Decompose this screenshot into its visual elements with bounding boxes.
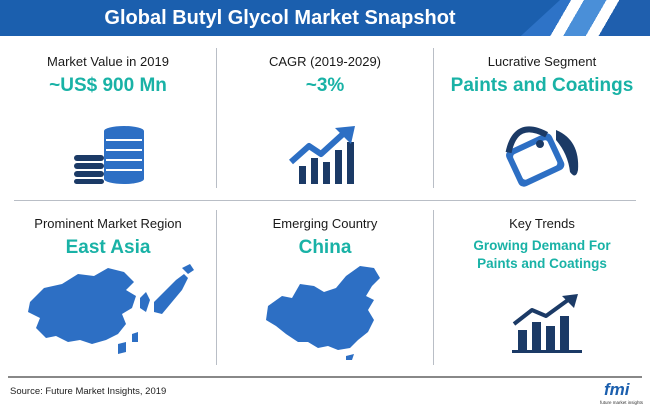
- card-value: ~US$ 900 Mn: [49, 75, 167, 96]
- divider: [216, 48, 217, 188]
- footer-divider: [8, 376, 642, 378]
- logo-tagline: future market insights: [600, 400, 644, 405]
- page-title: Global Butyl Glycol Market Snapshot: [104, 7, 456, 29]
- china-map-icon: [266, 266, 380, 360]
- card-value: ~3%: [305, 75, 345, 96]
- source-note: Source: Future Market Insights, 2019: [10, 386, 167, 397]
- logo-text: fmi: [604, 380, 630, 399]
- card-market-value: Market Value in 2019 ~US$ 900 Mn: [0, 44, 216, 194]
- growth-bar-chart-icon: [289, 126, 355, 184]
- fmi-logo: fmi future market insights: [598, 380, 644, 407]
- divider: [216, 210, 217, 365]
- divider: [433, 210, 434, 365]
- paint-bucket-icon: [505, 126, 579, 187]
- card-value: East Asia: [65, 237, 151, 258]
- coins-stack-icon: [74, 126, 144, 184]
- card-value: China: [298, 237, 352, 258]
- card-label: Market Value in 2019: [47, 54, 169, 69]
- card-label: Emerging Country: [272, 216, 378, 231]
- card-value-line: Growing Demand For: [473, 238, 611, 253]
- card-key-trends: Key Trends Growing Demand For Paints and…: [434, 206, 650, 366]
- card-label: CAGR (2019-2029): [269, 54, 381, 69]
- card-cagr: CAGR (2019-2029) ~3%: [217, 44, 433, 194]
- east-asia-map-icon: [28, 264, 194, 354]
- divider: [433, 48, 434, 188]
- card-prominent-region: Prominent Market Region East Asia: [0, 206, 216, 366]
- divider: [14, 200, 636, 201]
- trend-bar-chart-icon: [512, 294, 582, 353]
- card-lucrative-segment: Lucrative Segment Paints and Coatings: [434, 44, 650, 194]
- card-label: Lucrative Segment: [487, 54, 597, 69]
- card-value-line: Paints and Coatings: [477, 256, 607, 271]
- card-label: Key Trends: [509, 216, 575, 231]
- card-emerging-country: Emerging Country China: [217, 206, 433, 366]
- card-value: Growing Demand For Paints and Coatings: [434, 237, 650, 273]
- title-banner: [0, 0, 560, 36]
- card-value: Paints and Coatings: [450, 75, 634, 96]
- card-label: Prominent Market Region: [34, 216, 182, 231]
